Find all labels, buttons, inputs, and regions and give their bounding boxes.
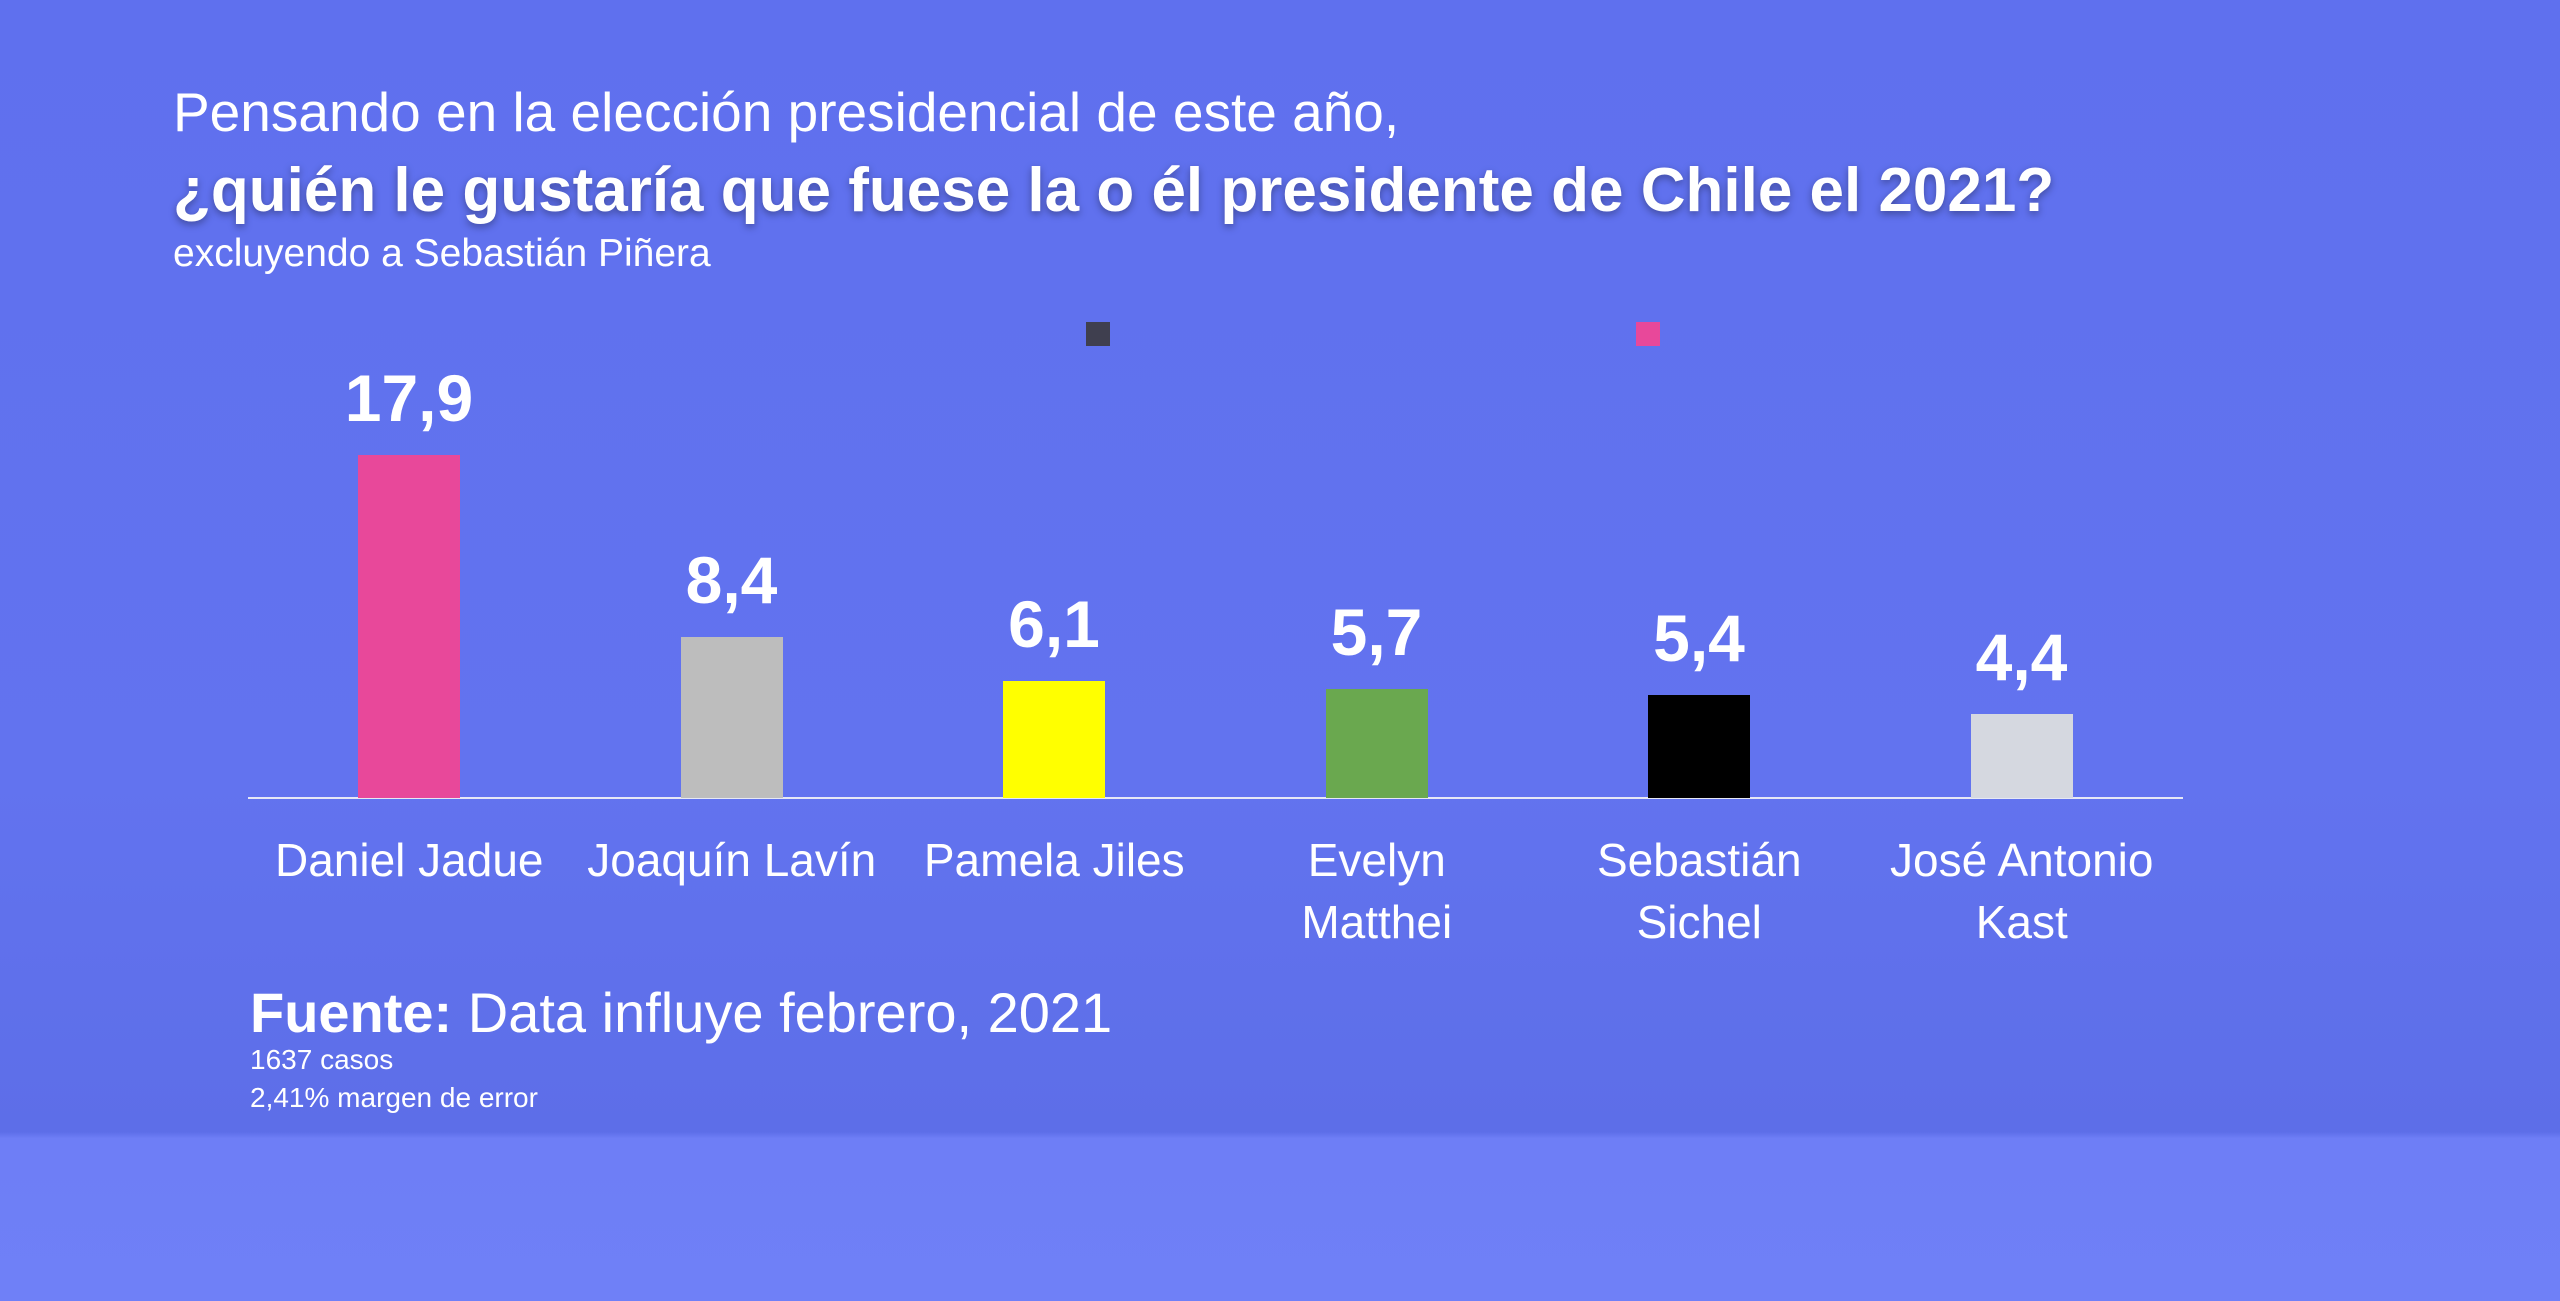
- note: 1637 casos: [250, 1044, 394, 1075]
- baseline: [248, 797, 2183, 799]
- bar: [358, 455, 461, 798]
- category-label: Evelyn Matthei: [1301, 834, 1453, 948]
- value-label: 5,4: [1653, 600, 1745, 675]
- decor-square: [1086, 322, 1110, 346]
- title: Pensando en la elección presidencial de …: [173, 81, 1400, 143]
- value-label: 5,7: [1330, 594, 1423, 669]
- category-label: Daniel Jadue: [274, 834, 544, 886]
- source-label: Fuente:: [250, 981, 453, 1044]
- category-label: Sebastián Sichel: [1596, 834, 1802, 948]
- source-text: Data influye febrero, 2021: [467, 981, 1113, 1044]
- subtitle: excluyendo a Sebastián Piñera: [173, 232, 711, 275]
- value-label: 8,4: [685, 543, 778, 618]
- value-label: 4,4: [1975, 619, 2068, 694]
- source: Fuente: Data influye febrero, 2021: [250, 980, 1112, 1045]
- category-label: Pamela Jiles: [923, 834, 1185, 886]
- note: 2,41% margen de error: [250, 1082, 538, 1113]
- decor-square: [1636, 322, 1660, 346]
- bar: [1325, 688, 1428, 798]
- value-label: 17,9: [344, 361, 474, 436]
- category-label: Joaquín Lavín: [587, 834, 877, 886]
- question: ¿quién le gustaría que fuese la o él pre…: [173, 156, 2055, 225]
- bar: [680, 637, 783, 798]
- bar: [1970, 713, 2073, 798]
- bar: [1648, 694, 1751, 798]
- category-label: José Antonio Kast: [1890, 834, 2154, 948]
- bar: [1003, 681, 1106, 798]
- value-label: 6,1: [1008, 587, 1100, 662]
